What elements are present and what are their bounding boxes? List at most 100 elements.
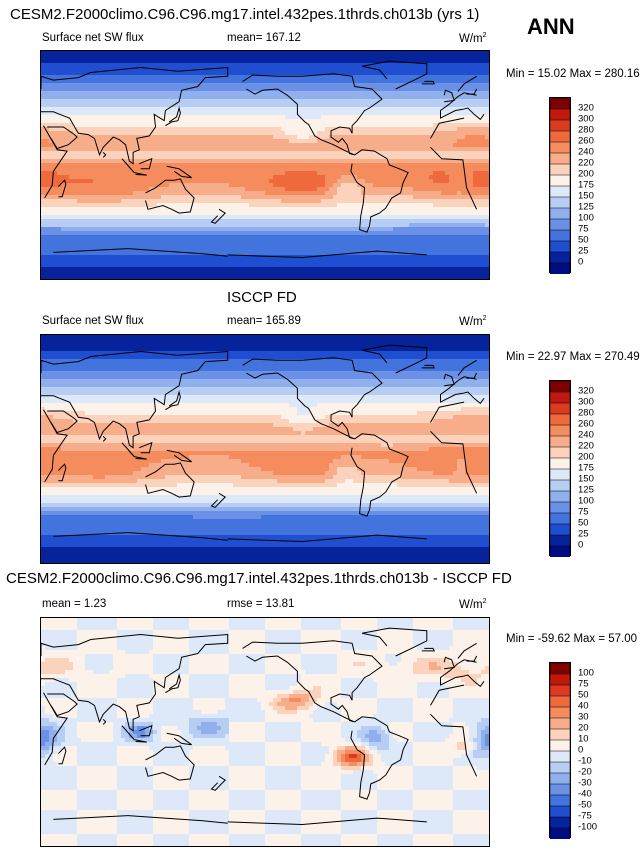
colorbar-swatch [550, 717, 570, 730]
colorbar-tick-label: 125 [578, 484, 594, 496]
colorbar-tick-label: 10 [578, 733, 589, 745]
colorbar-swatch [550, 152, 570, 165]
coastline [440, 376, 485, 405]
colorbar-tick-label: 220 [578, 157, 594, 169]
colorbar-tick-label: -10 [578, 755, 592, 767]
colorbar-swatch [550, 794, 570, 807]
coastline [242, 640, 383, 723]
coastline [242, 357, 383, 440]
colorbar-swatch [550, 381, 570, 393]
colorbar-tick-label: -40 [578, 788, 592, 800]
coastline [457, 359, 477, 376]
coastline [466, 372, 478, 379]
colorbar-swatch [550, 262, 570, 274]
colorbar-tick-label: 260 [578, 135, 594, 147]
coastline [145, 178, 195, 214]
colorbar-swatch [550, 413, 570, 426]
coastline [443, 373, 455, 387]
panel1-units-label: W/m2 [459, 32, 487, 45]
colorbar-tick-label: 175 [578, 179, 594, 191]
colorbar-tick-label: 220 [578, 440, 594, 452]
coastline [361, 60, 428, 90]
coastline [210, 208, 227, 224]
coastline [139, 441, 153, 454]
coastline [165, 106, 181, 127]
coastline [121, 725, 135, 740]
coastline [350, 149, 409, 233]
colorbar-swatch [550, 684, 570, 697]
coastline [430, 146, 478, 210]
panel3-map [40, 617, 490, 847]
colorbar-swatch [550, 98, 570, 110]
coastline [102, 718, 107, 725]
colorbar-tick-label: 320 [578, 102, 594, 114]
colorbar-tick-label: 200 [578, 168, 594, 180]
colorbar-swatch [550, 391, 570, 404]
colorbar-swatch [550, 207, 570, 220]
colorbar-swatch [550, 108, 570, 121]
colorbar-tick-label: 100 [578, 667, 594, 679]
colorbar-tick-label: 240 [578, 146, 594, 158]
colorbar-tick-label: 50 [578, 689, 589, 701]
colorbar-swatch [550, 783, 570, 796]
season-label: ANN [527, 14, 575, 39]
coastline [145, 462, 195, 498]
coastline [440, 92, 485, 121]
colorbar-swatch [550, 479, 570, 492]
coastline [430, 117, 465, 139]
coastline [440, 659, 485, 688]
coastline [361, 344, 428, 374]
coastline [350, 433, 409, 517]
colorbar-tick-label: 240 [578, 429, 594, 441]
colorbar-swatch [550, 761, 570, 774]
colorbar-tick-label: 300 [578, 113, 594, 125]
coastline [350, 716, 409, 800]
colorbar-swatch [550, 446, 570, 459]
panel1-map [40, 50, 490, 280]
colorbar-tick-label: 260 [578, 418, 594, 430]
colorbar-swatch [550, 827, 570, 839]
colorbar-tick-label: -100 [578, 821, 598, 833]
colorbar-tick-label: 75 [578, 678, 589, 690]
colorbar-tick-label: 50 [578, 234, 589, 246]
colorbar-swatch [550, 805, 570, 818]
colorbar-swatch [550, 229, 570, 242]
colorbar-swatch [550, 750, 570, 763]
coastline [47, 126, 78, 150]
coastline [43, 409, 68, 483]
colorbar-swatch [550, 185, 570, 198]
coastline [134, 172, 147, 176]
panel2-colorbar [549, 380, 571, 557]
panel3-units-label: W/m2 [459, 598, 487, 611]
panel2-map [40, 334, 490, 564]
coastline [457, 642, 477, 659]
colorbar-tick-label: 280 [578, 124, 594, 136]
coastline [134, 739, 147, 743]
coastline [102, 435, 107, 442]
colorbar-swatch [550, 141, 570, 154]
coastline [227, 250, 427, 259]
panel3-colorbar [549, 662, 571, 839]
colorbar-tick-label: -20 [578, 766, 592, 778]
colorbar-tick-label: 100 [578, 212, 594, 224]
coastline [227, 817, 427, 826]
coastline [47, 693, 78, 717]
coastline [361, 627, 428, 657]
colorbar-tick-label: -75 [578, 810, 592, 822]
coastline [166, 732, 192, 746]
panel1-variable-label: Surface net SW flux [42, 32, 144, 44]
colorbar-swatch [550, 163, 570, 176]
coastline [165, 673, 181, 694]
colorbar-swatch [550, 468, 570, 481]
colorbar-tick-label: 175 [578, 462, 594, 474]
colorbar-swatch [550, 424, 570, 437]
colorbar-tick-label: 280 [578, 407, 594, 419]
colorbar-swatch [550, 545, 570, 557]
colorbar-swatch [550, 457, 570, 470]
colorbar-swatch [550, 706, 570, 719]
coastline [41, 350, 229, 449]
colorbar-swatch [550, 251, 570, 264]
colorbar-swatch [550, 501, 570, 514]
colorbar-swatch [550, 240, 570, 253]
colorbar-tick-label: 0 [578, 744, 584, 756]
